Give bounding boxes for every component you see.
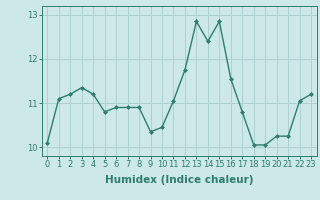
X-axis label: Humidex (Indice chaleur): Humidex (Indice chaleur): [105, 175, 253, 185]
